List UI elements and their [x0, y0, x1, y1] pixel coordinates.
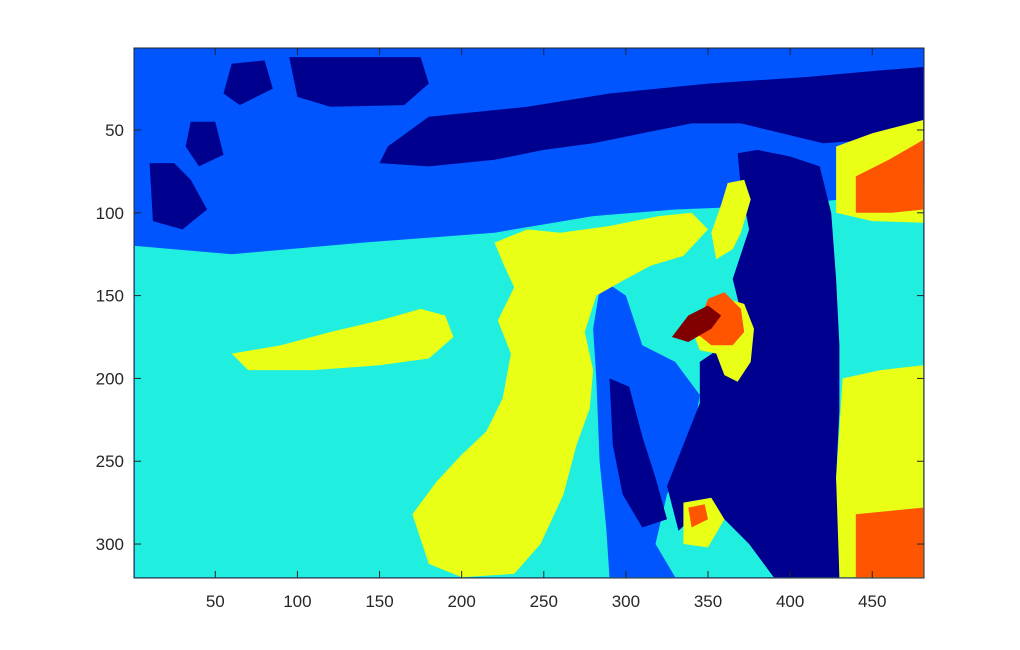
- x-tick-label: 200: [447, 592, 475, 611]
- x-tick-label: 250: [530, 592, 558, 611]
- heatmap-region-20: [688, 504, 708, 528]
- y-tick-label: 300: [96, 535, 124, 554]
- heatmap-region-19: [855, 507, 924, 578]
- heatmap-region-21: [671, 305, 722, 342]
- heatmap-region-7: [593, 279, 700, 578]
- x-tick-label: 100: [283, 592, 311, 611]
- y-tick-label: 150: [96, 287, 124, 306]
- heatmap-region-18: [855, 139, 924, 213]
- heatmap-region-4: [379, 67, 924, 167]
- y-axis: 50 100 150 200 250 300: [96, 121, 924, 554]
- heatmap-region-6: [149, 163, 208, 230]
- y-tick-label: 100: [96, 204, 124, 223]
- plot-area: [133, 47, 925, 579]
- heatmap-region-11: [412, 212, 708, 578]
- heatmap-regions: [134, 57, 924, 578]
- heatmap-region-2: [289, 57, 429, 107]
- plot-frame: [133, 47, 925, 579]
- x-tick-label: 150: [365, 592, 393, 611]
- heatmap-region-9: [609, 378, 667, 528]
- heatmap-region-14: [711, 179, 751, 260]
- x-tick-label: 350: [694, 592, 722, 611]
- y-tick-label: 250: [96, 452, 124, 471]
- heatmap-region-5: [185, 121, 224, 167]
- x-axis: 50 100 150 200 250 300 350 400 450: [206, 48, 886, 611]
- x-tick-label: 450: [858, 592, 886, 611]
- heatmap-region-3: [223, 60, 273, 106]
- y-tick-label: 200: [96, 369, 124, 388]
- x-tick-label: 50: [206, 592, 225, 611]
- heatmap-region-10: [231, 308, 454, 371]
- x-tick-label: 400: [776, 592, 804, 611]
- heatmap-region-17: [694, 292, 745, 346]
- y-tick-label: 50: [105, 121, 124, 140]
- heatmap-region-8: [667, 149, 840, 578]
- x-tick-label: 300: [612, 592, 640, 611]
